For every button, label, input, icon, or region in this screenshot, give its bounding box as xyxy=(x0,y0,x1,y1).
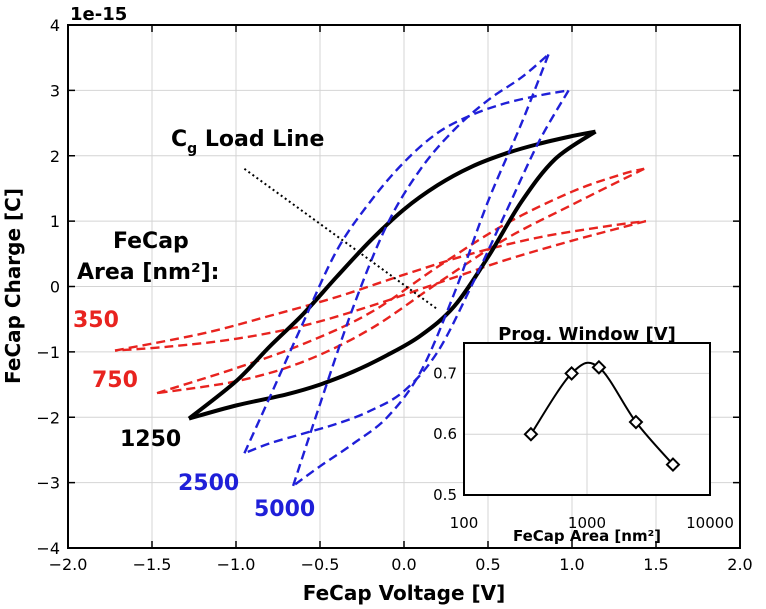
inset-marker-350 xyxy=(523,426,539,442)
series-label-5000: 5000 xyxy=(254,497,315,522)
inset-y-ticks: 0.5 0.6 0.7 xyxy=(433,364,457,504)
series-750-upper xyxy=(156,167,645,395)
series-5000-lower xyxy=(292,53,550,487)
main-x-tick-label: −1.0 xyxy=(217,555,256,574)
inset-x-tick-label: 1000 xyxy=(568,514,606,532)
series-label-1250: 1250 xyxy=(120,427,181,452)
main-y-tick-label: −1 xyxy=(36,343,60,362)
series-label-350: 350 xyxy=(73,308,119,333)
series-5000-upper xyxy=(291,53,550,487)
inset-marker-1250 xyxy=(591,359,607,375)
main-y-tick-label: 3 xyxy=(50,81,60,100)
main-x-tick-label: 1.0 xyxy=(559,555,584,574)
main-x-tick-label: 2.0 xyxy=(727,555,752,574)
main-y-ticks: −4 −3 −2 −1 0 1 2 3 4 xyxy=(36,16,740,558)
inset-x-tick-label: 10000 xyxy=(686,514,734,532)
main-y-tick-label: 1 xyxy=(50,212,60,231)
main-x-tick-label: −2.0 xyxy=(49,555,88,574)
area-label-line1: FeCap xyxy=(113,229,189,254)
x-axis-label: FeCap Voltage [V] xyxy=(303,581,506,605)
main-x-ticks: −2.0 −1.5 −1.0 −0.5 0.0 0.5 1.0 1.5 2.0 xyxy=(49,25,753,574)
inset-frame xyxy=(463,342,711,496)
inset-y-tick-label: 0.5 xyxy=(433,486,457,504)
main-x-tick-label: −0.5 xyxy=(301,555,340,574)
main-x-tick-label: 0.5 xyxy=(475,555,500,574)
main-y-tick-label: 2 xyxy=(50,147,60,166)
inset-y-tick-label: 0.6 xyxy=(433,425,457,443)
main-x-tick-label: 0.0 xyxy=(391,555,416,574)
hysteresis-curves xyxy=(114,53,647,487)
load-line-label: Cg Load Line xyxy=(171,127,324,157)
inset-title: Prog. Window [V] xyxy=(498,324,676,345)
inset-marker-2500 xyxy=(628,414,644,430)
main-y-tick-label: −4 xyxy=(36,539,60,558)
main-x-tick-label: 1.5 xyxy=(643,555,668,574)
series-label-2500: 2500 xyxy=(178,471,239,496)
inset-x-label: FeCap Area [nm²] xyxy=(513,527,661,545)
series-350-upper xyxy=(114,219,647,352)
series-label-750: 750 xyxy=(92,368,138,393)
main-y-tick-label: 4 xyxy=(50,16,60,35)
inset-x-ticks: 100 1000 10000 xyxy=(450,514,734,532)
inset-marker-750 xyxy=(564,365,580,381)
main-x-tick-label: −1.5 xyxy=(133,555,172,574)
series-2500-lower xyxy=(243,89,570,455)
y-axis-label: FeCap Charge [C] xyxy=(1,188,25,384)
main-y-tick-label: −3 xyxy=(36,474,60,493)
series-2500-upper xyxy=(243,89,569,454)
main-y-tick-label: 0 xyxy=(50,278,60,297)
series-1250-lower xyxy=(188,129,597,421)
area-label-line2: Area [nm²]: xyxy=(77,260,219,285)
inset-y-tick-label: 0.7 xyxy=(433,364,457,382)
main-y-tick-label: −2 xyxy=(36,408,60,427)
inset-marker-5000 xyxy=(665,457,681,473)
series-350-lower xyxy=(114,219,647,352)
inset-markers xyxy=(523,359,681,473)
y-scale-label: 1e-15 xyxy=(70,4,127,25)
inset-x-tick-label: 100 xyxy=(450,514,479,532)
series-750-lower xyxy=(156,167,645,395)
